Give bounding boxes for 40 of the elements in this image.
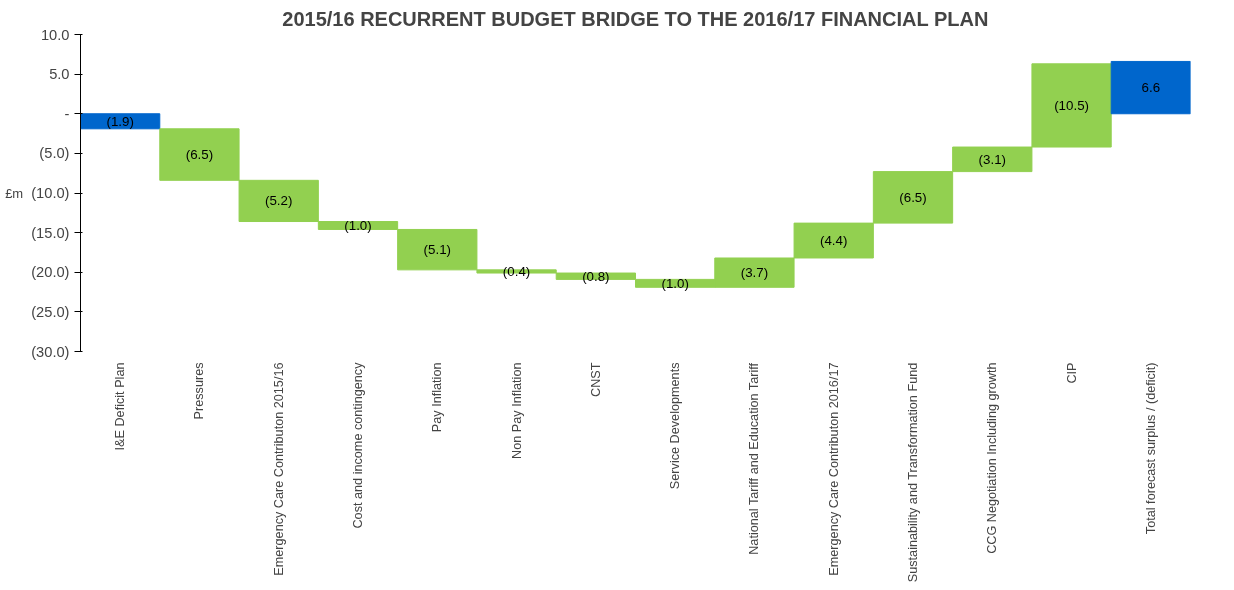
x-tick-label: National Tariff and Education Tariff xyxy=(747,362,762,555)
y-tick-label: (30.0) xyxy=(31,343,70,360)
x-tick-label: I&E Deficit Plan xyxy=(113,362,128,451)
x-tick-label: Sustainability and Transformation Fund xyxy=(906,362,920,583)
data-label: (3.1) xyxy=(978,151,1006,167)
data-label: (0.8) xyxy=(582,268,610,284)
y-tick-label: 5.0 xyxy=(49,66,70,83)
data-label: (1.0) xyxy=(661,275,689,291)
data-label: (10.5) xyxy=(1054,97,1089,113)
data-label: (5.2) xyxy=(265,193,293,209)
data-label: (0.4) xyxy=(502,263,531,279)
x-tick-label: Service Developments xyxy=(668,362,683,490)
y-tick-label: (5.0) xyxy=(39,145,70,162)
x-tick-label: CIP xyxy=(1064,362,1079,384)
data-label: (4.4) xyxy=(820,233,848,249)
x-tick-label: CCG Negotiation Including growth xyxy=(985,362,1000,554)
data-label: (5.1) xyxy=(423,242,451,258)
x-tick-label: Pay Inflation xyxy=(430,362,445,433)
y-tick-label: 10.0 xyxy=(40,26,70,43)
x-tick-label: Emergency Care Contributon 2015/16 xyxy=(271,362,286,576)
x-tick-label: Total forecast surplus / (deficit) xyxy=(1143,362,1158,535)
y-axis-title: £m xyxy=(5,185,24,201)
x-tick-label: Emergency Care Contributon 2016/17 xyxy=(826,362,841,576)
y-tick-label: - xyxy=(64,105,70,122)
y-tick-label: (25.0) xyxy=(31,303,70,320)
y-tick-label: (10.0) xyxy=(31,185,70,201)
data-label: (3.7) xyxy=(740,265,769,281)
bar xyxy=(1110,60,1191,115)
data-label: (6.5) xyxy=(185,147,214,163)
data-label: 6.6 xyxy=(1141,80,1161,96)
y-tick-label: (15.0) xyxy=(31,224,70,241)
data-label: (6.5) xyxy=(899,189,927,205)
chart-title: 2015/16 RECURRENT BUDGET BRIDGE TO THE 2016/17 FINANCIAL PLAN xyxy=(282,7,989,30)
x-tick-label: CNST xyxy=(588,362,603,397)
x-tick-label: Non Pay Inflation xyxy=(509,362,524,459)
y-tick-label: (20.0) xyxy=(31,264,70,281)
x-tick-label: Pressures xyxy=(192,362,207,420)
data-label: (1.9) xyxy=(106,113,134,129)
x-tick-label: Cost and income contingency xyxy=(351,361,365,529)
data-label: (1.0) xyxy=(344,217,372,233)
